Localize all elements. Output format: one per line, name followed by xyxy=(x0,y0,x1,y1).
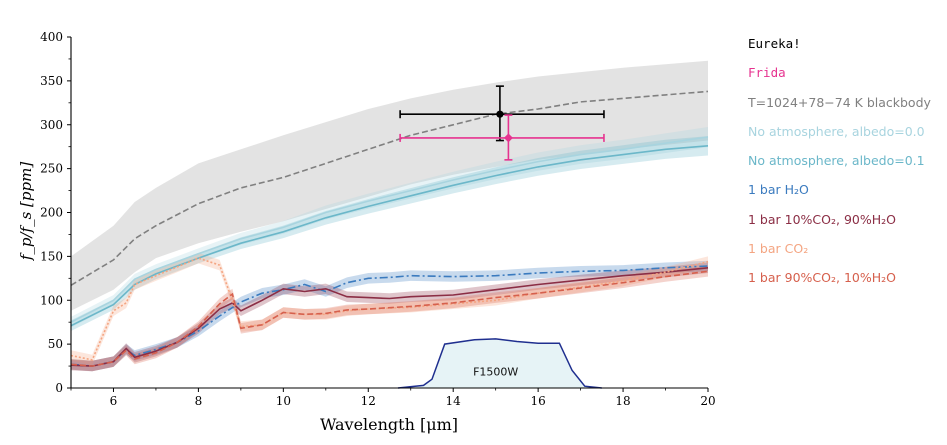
filter-fill xyxy=(398,338,602,388)
y-tick-label: 50 xyxy=(48,337,63,351)
point-0 xyxy=(496,110,504,118)
legend-co2-90: 1 bar 90%CO₂, 10%H₂O xyxy=(748,270,896,286)
y-tick-label: 250 xyxy=(40,162,63,176)
y-tick-label: 200 xyxy=(40,206,63,220)
x-tick-label: 8 xyxy=(195,394,203,408)
band-3 xyxy=(71,260,708,372)
model-lines xyxy=(70,90,709,367)
series-line-3 xyxy=(70,265,709,367)
legend-albedo01: No atmosphere, albedo=0.1 xyxy=(748,153,925,169)
x-tick-label: 18 xyxy=(615,394,630,408)
legend-co2: 1 bar CO₂ xyxy=(748,241,809,257)
measurements xyxy=(399,85,605,161)
x-axis-label: Wavelength [μm] xyxy=(320,415,458,434)
y-axis-label: f_p/f_s [ppm] xyxy=(17,162,35,262)
x-tick-label: 10 xyxy=(276,394,291,408)
y-tick-label: 100 xyxy=(40,293,63,307)
y-tick-label: 300 xyxy=(40,118,63,132)
x-tick-label: 6 xyxy=(110,394,118,408)
uncertainty-bands xyxy=(71,60,708,372)
series-line-0 xyxy=(70,90,709,286)
filter-line xyxy=(397,338,602,389)
point-1 xyxy=(503,133,513,143)
y-tick-label: 150 xyxy=(40,249,63,263)
series-line-2 xyxy=(70,145,709,327)
band-2 xyxy=(71,136,708,331)
band-6 xyxy=(71,266,708,372)
x-tick-label: 16 xyxy=(530,394,545,408)
y-tick-label: 0 xyxy=(55,381,63,395)
series-line-1 xyxy=(70,136,709,323)
series-line-6 xyxy=(70,270,709,367)
legend-h2o: 1 bar H₂O xyxy=(748,182,809,198)
y-tick-label: 350 xyxy=(40,74,63,88)
x-tick-label: 20 xyxy=(700,394,715,408)
band-0 xyxy=(71,60,708,311)
filter-throughput xyxy=(397,338,602,389)
legend-frida: Frida xyxy=(748,65,786,81)
filter-label: F1500W xyxy=(473,366,518,379)
series-line-4 xyxy=(70,267,709,367)
legend: Eureka! Frida T=1024+78−74 K blackbody N… xyxy=(748,34,931,298)
legend-eureka: Eureka! xyxy=(748,36,801,51)
y-tick-label: 400 xyxy=(40,30,63,44)
x-tick-label: 14 xyxy=(446,394,462,408)
legend-co2-10: 1 bar 10%CO₂, 90%H₂O xyxy=(748,211,896,227)
legend-blackbody: T=1024+78−74 K blackbody xyxy=(748,94,931,110)
x-tick-label: 12 xyxy=(361,394,376,408)
legend-albedo0: No atmosphere, albedo=0.0 xyxy=(748,123,925,139)
band-5 xyxy=(71,252,708,366)
